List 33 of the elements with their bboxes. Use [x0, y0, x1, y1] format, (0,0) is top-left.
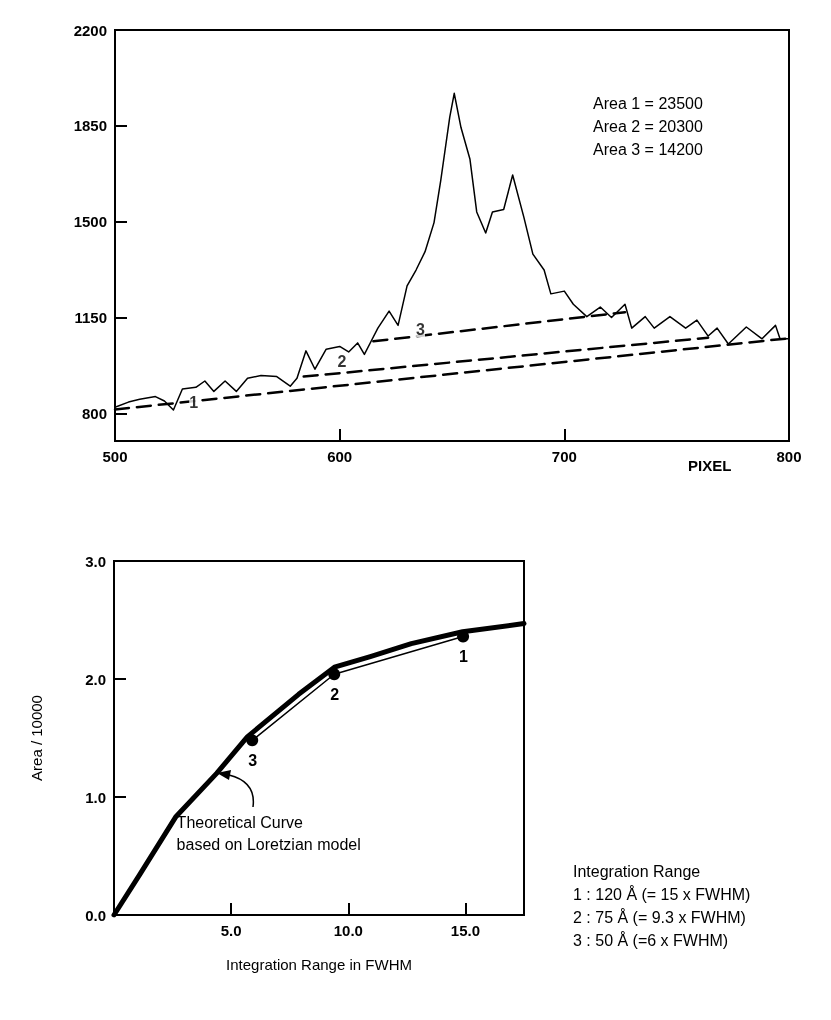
y-tick-label: 1500: [73, 213, 107, 231]
y-tick-label: 1.0: [85, 788, 106, 806]
x-tick-label: 700: [551, 448, 577, 465]
y-tick-label: 0.0: [85, 906, 106, 924]
annotation: Theoretical Curve based on Loretzian model: [176, 813, 361, 853]
y-tick-label: 2.0: [85, 670, 106, 688]
x-axis-title: PIXEL: [688, 457, 732, 474]
annotation: 2: [337, 352, 347, 370]
x-tick-label: 800: [776, 448, 802, 465]
y-tick-label: 800: [81, 405, 107, 423]
y-tick-label: 2200: [73, 21, 107, 39]
annotation: Area 2 = 20300: [593, 117, 703, 135]
y-tick-label: 1150: [74, 309, 107, 327]
annotation: 3: [416, 320, 426, 338]
annotation: 1: [189, 393, 199, 411]
annotation: 1: [459, 648, 469, 666]
annotation: Area 1 = 23500: [593, 94, 703, 112]
y-tick-label: 3.0: [85, 552, 106, 570]
x-tick-label: 10.0: [333, 922, 363, 939]
x-tick-label: 500: [102, 448, 128, 465]
x-tick-label: 5.0: [220, 922, 242, 939]
y-axis-title: Area / 10000: [28, 695, 45, 781]
x-tick-label: 600: [327, 448, 353, 465]
text: Integration Range: [573, 862, 701, 880]
annotation: 2: [330, 685, 340, 703]
text: 2 : 75 Å (= 9.3 x FWHM): [573, 907, 746, 926]
text: 1 : 120 Å (= 15 x FWHM): [573, 884, 751, 903]
y-tick-label: 1850: [73, 117, 107, 135]
text: 3 : 50 Å (=6 x FWHM): [573, 930, 729, 949]
annotation: 3: [248, 751, 258, 769]
x-axis-title: Integration Range in FWHM: [226, 956, 412, 973]
x-tick-label: 15.0: [450, 922, 481, 939]
annotation: Area 3 = 14200: [593, 140, 703, 158]
